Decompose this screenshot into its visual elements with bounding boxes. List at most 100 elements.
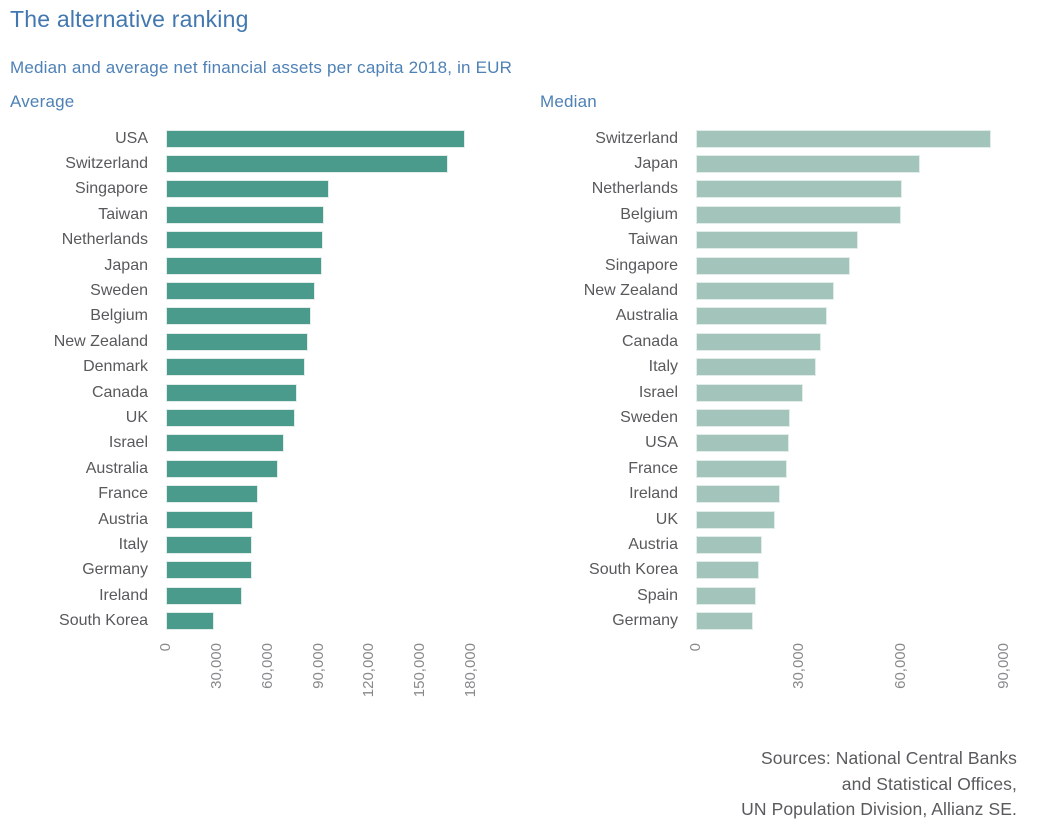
chart-row: South Korea (0, 608, 500, 633)
bar-track (696, 434, 1039, 453)
category-label: Taiwan (98, 205, 148, 223)
chart-row: Israel (0, 431, 500, 456)
value-bar (166, 535, 253, 554)
value-bar (696, 434, 789, 453)
category-label: Belgium (90, 307, 148, 325)
median-chart-rows: Switzerland Japan Netherlands Belgium Taiwan… (530, 126, 1039, 634)
value-bar (696, 535, 762, 554)
category-label: Singapore (605, 256, 678, 274)
category-label: France (628, 459, 678, 477)
chart-row: Canada (0, 380, 500, 405)
chart-row: Netherlands (0, 228, 500, 253)
category-label: Sweden (620, 408, 678, 426)
bar-track (166, 510, 500, 529)
bar-track (166, 383, 500, 402)
value-bar (696, 358, 816, 377)
value-bar (696, 256, 850, 275)
category-label: France (98, 485, 148, 503)
chart-row: Taiwan (530, 228, 1039, 253)
category-label: USA (645, 434, 678, 452)
value-bar (166, 612, 214, 631)
bar-track (166, 205, 500, 224)
chart-row: Japan (0, 253, 500, 278)
value-bar (166, 459, 278, 478)
bar-track (696, 282, 1039, 301)
category-label: USA (115, 129, 148, 147)
chart-row: Australia (530, 304, 1039, 329)
value-bar (166, 434, 285, 453)
value-bar (166, 155, 448, 174)
value-bar (696, 459, 787, 478)
value-bar (696, 586, 756, 605)
average-chart-title: Average (10, 92, 75, 111)
category-label: Netherlands (591, 180, 678, 198)
category-label: Austria (628, 535, 678, 553)
chart-row: Singapore (530, 253, 1039, 278)
average-chart-rows: USA Switzerland Singapore Taiwan Netherlands… (0, 126, 500, 634)
x-tick-label: 0 (687, 642, 704, 652)
value-bar (696, 510, 775, 529)
value-bar (696, 155, 920, 174)
value-bar (166, 129, 466, 148)
bar-track (166, 231, 500, 250)
category-label: Australia (615, 307, 678, 325)
category-label: Italy (118, 535, 148, 553)
bar-track (696, 231, 1039, 250)
median-chart: Median Switzerland Japan Netherlands Belgiu… (530, 92, 1039, 729)
value-bar (696, 205, 901, 224)
sources-line: UN Population Division, Allianz SE. (741, 799, 1017, 819)
bar-track (166, 485, 500, 504)
x-tick-label: 90,000 (994, 642, 1012, 689)
chart-row: Austria (0, 507, 500, 532)
bar-track (696, 612, 1039, 631)
bar-track (166, 561, 500, 580)
chart-row: France (530, 456, 1039, 481)
category-label: Australia (85, 459, 148, 477)
bar-track (696, 332, 1039, 351)
category-label: Israel (108, 434, 148, 452)
bar-track (166, 459, 500, 478)
bar-track (696, 485, 1039, 504)
bar-track (696, 155, 1039, 174)
category-label: Italy (648, 358, 678, 376)
chart-row: New Zealand (530, 278, 1039, 303)
chart-row: Italy (0, 532, 500, 557)
x-tick-label: 180,000 (462, 642, 479, 698)
chart-row: Israel (530, 380, 1039, 405)
chart-row: Netherlands (530, 177, 1039, 202)
category-label: Denmark (83, 358, 148, 376)
chart-row: Germany (530, 608, 1039, 633)
chart-row: Austria (530, 532, 1039, 557)
chart-row: Sweden (530, 405, 1039, 430)
x-tick-label: 60,000 (258, 642, 276, 689)
value-bar (166, 282, 316, 301)
category-label: Spain (637, 586, 678, 604)
x-tick-label: 0 (157, 642, 174, 652)
x-tick-label: 150,000 (411, 642, 429, 698)
bar-track (696, 459, 1039, 478)
bar-track (696, 561, 1039, 580)
value-bar (166, 485, 259, 504)
chart-row: Denmark (0, 355, 500, 380)
bar-track (696, 510, 1039, 529)
value-bar (166, 332, 308, 351)
page-subtitle: Median and average net financial assets … (10, 58, 513, 77)
bar-track (696, 358, 1039, 377)
bar-track (696, 129, 1039, 148)
page-title: The alternative ranking (10, 6, 249, 32)
bar-track (166, 586, 500, 605)
sources-note: Sources: National Central Banks and Stat… (741, 746, 1017, 823)
category-label: Ireland (99, 586, 148, 604)
chart-row: USA (0, 126, 500, 151)
bar-track (696, 205, 1039, 224)
chart-row: Ireland (530, 481, 1039, 506)
chart-row: Japan (530, 151, 1039, 176)
bar-track (166, 332, 500, 351)
bar-track (166, 434, 500, 453)
category-label: New Zealand (53, 332, 148, 350)
value-bar (166, 256, 322, 275)
value-bar (696, 383, 803, 402)
bar-track (166, 307, 500, 326)
x-tick-label: 90,000 (309, 642, 327, 689)
category-label: Singapore (75, 180, 148, 198)
